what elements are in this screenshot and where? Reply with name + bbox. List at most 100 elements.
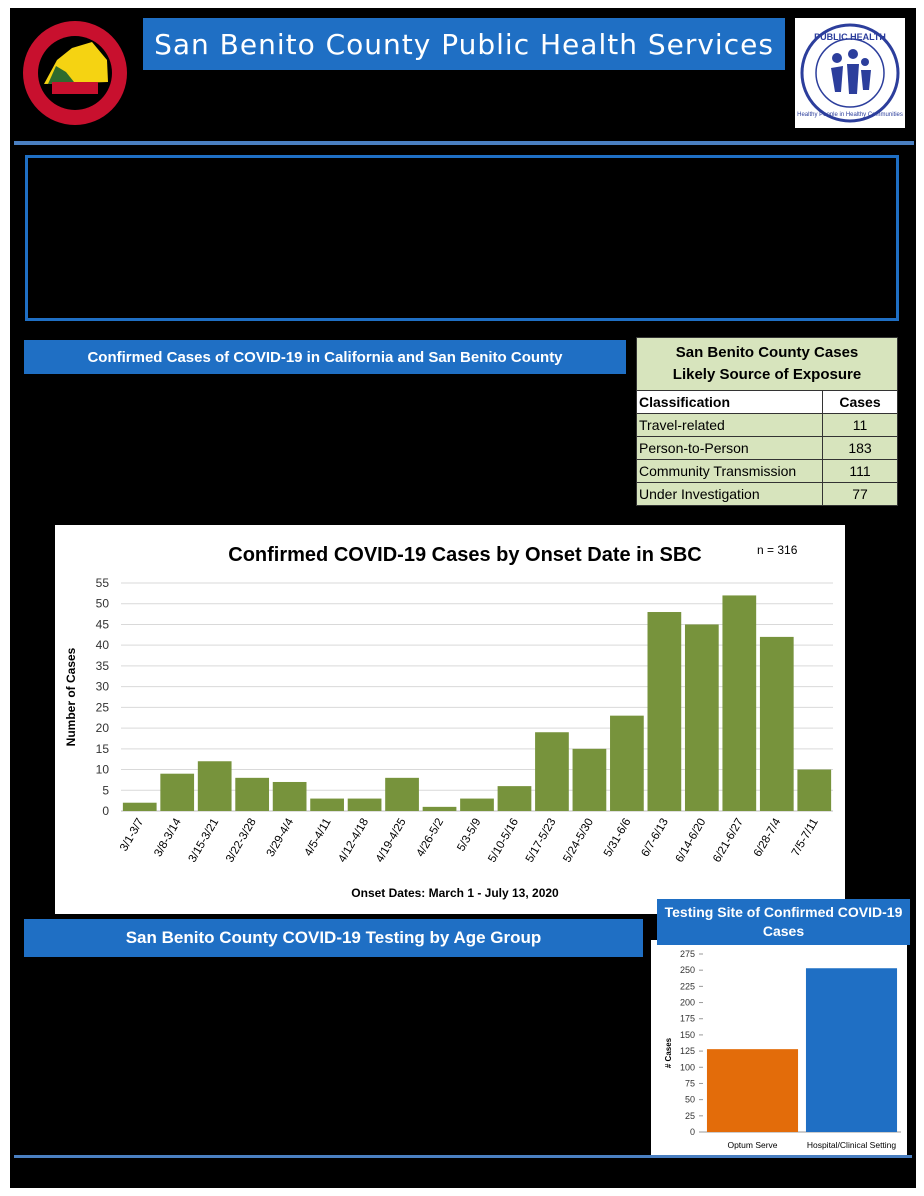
bar	[797, 769, 832, 811]
bar	[684, 624, 719, 811]
chart-annotation: n = 316	[757, 543, 798, 557]
x-tick-label: 5/24-5/30	[561, 817, 596, 865]
table-row: Person-to-Person 183	[636, 436, 898, 460]
y-tick-label: 15	[96, 742, 110, 756]
bar	[160, 773, 195, 811]
y-tick-label: 55	[96, 576, 110, 590]
y-tick-label: 35	[96, 659, 110, 673]
y-tick-label: 100	[680, 1062, 695, 1072]
x-tick-label: Optum Serve	[727, 1140, 777, 1150]
bar	[347, 798, 382, 811]
row-value: 11	[822, 413, 898, 437]
x-tick-label: 3/22-3/28	[224, 817, 259, 865]
bar	[385, 777, 419, 811]
bar	[535, 732, 569, 811]
chart-title: Confirmed COVID-19 Cases by Onset Date i…	[228, 544, 701, 566]
x-tick-label: 5/10-5/16	[486, 817, 521, 865]
bar	[197, 761, 232, 811]
y-tick-label: 25	[685, 1111, 695, 1121]
banner-confirmed-cases: Confirmed Cases of COVID-19 in Californi…	[24, 340, 626, 374]
x-tick-label: 3/1-3/7	[118, 817, 146, 854]
x-tick-label: 4/19-4/25	[374, 817, 409, 865]
x-tick-label: 5/31-6/6	[602, 817, 633, 860]
bar	[647, 612, 682, 811]
x-tick-label: 4/12-4/18	[336, 817, 371, 865]
y-tick-label: 20	[96, 721, 110, 735]
county-seal-logo	[23, 21, 127, 125]
testing-site-chart-title: Testing Site of Confirmed COVID-19 Cases	[657, 899, 910, 945]
bar	[310, 798, 344, 811]
page-title: San Benito County Public Health Services	[143, 18, 785, 70]
x-tick-label: 6/14-6/20	[674, 817, 709, 865]
exposure-table: San Benito County Cases Likely Source of…	[636, 337, 898, 506]
bar	[706, 1049, 799, 1132]
public-health-logo: PUBLIC HEALTH Healthy People in Healthy …	[795, 18, 905, 128]
bar	[122, 802, 157, 811]
x-axis-title: Onset Dates: March 1 - July 13, 2020	[351, 886, 559, 900]
y-tick-label: 125	[680, 1046, 695, 1056]
summary-box	[25, 155, 899, 321]
x-tick-label: 3/29-4/4	[265, 816, 297, 859]
x-tick-label: 3/15-3/21	[187, 817, 222, 865]
onset-chart: Confirmed COVID-19 Cases by Onset Date i…	[64, 543, 833, 900]
bar	[805, 968, 898, 1132]
y-axis-title: # Cases	[664, 1037, 673, 1068]
y-tick-label: 40	[96, 638, 110, 652]
y-tick-label: 250	[680, 965, 695, 975]
bar	[572, 748, 607, 811]
x-tick-label: 6/21-6/27	[711, 817, 746, 865]
banner-testing-age-group: San Benito County COVID-19 Testing by Ag…	[24, 919, 643, 957]
y-tick-label: 5	[102, 783, 109, 797]
x-tick-label: 4/5-4/11	[303, 817, 334, 859]
x-tick-label: 7/5-7/11	[790, 817, 821, 859]
y-tick-label: 25	[96, 700, 110, 714]
y-tick-label: 75	[685, 1078, 695, 1088]
row-label: Person-to-Person	[636, 436, 823, 460]
row-label: Under Investigation	[636, 482, 823, 506]
y-tick-label: 50	[96, 597, 110, 611]
bar	[460, 798, 494, 811]
table-row: Under Investigation 77	[636, 482, 898, 506]
exposure-title-line1: San Benito County Cases	[675, 344, 859, 361]
bar	[235, 777, 270, 811]
exposure-title-line2: Likely Source of Exposure	[672, 366, 862, 383]
x-tick-label: 4/26-5/2	[415, 817, 446, 860]
bar	[610, 715, 644, 811]
table-row: Community Transmission 111	[636, 459, 898, 483]
y-tick-label: 50	[685, 1095, 695, 1105]
y-tick-label: 0	[690, 1127, 695, 1137]
header-divider	[14, 141, 914, 145]
y-tick-label: 0	[102, 804, 109, 818]
footer-divider	[14, 1155, 912, 1158]
bar	[722, 595, 757, 811]
testing-site-chart: 0 25 50 75 100 125 150 175 200 225 250 275 Optum Ser…	[664, 949, 901, 1150]
y-tick-label: 275	[680, 949, 695, 959]
bar	[759, 636, 794, 811]
onset-chart-panel: Confirmed COVID-19 Cases by Onset Date i…	[55, 525, 845, 914]
table-row: Travel-related 11	[636, 413, 898, 437]
col-header-classification: Classification	[636, 390, 823, 414]
x-tick-label: 6/7-6/13	[639, 817, 670, 860]
y-tick-label: 225	[680, 981, 695, 991]
y-tick-label: 200	[680, 998, 695, 1008]
x-tick-label: 5/3-5/9	[455, 817, 483, 854]
y-axis-title: Number of Cases	[64, 647, 78, 746]
col-header-cases: Cases	[822, 390, 898, 414]
x-tick-label: Hospital/Clinical Setting	[807, 1140, 897, 1150]
ph-logo-text-bottom: Healthy People in Healthy Communities	[797, 112, 903, 118]
bar	[422, 806, 457, 811]
ph-logo-text-top: PUBLIC HEALTH	[814, 32, 886, 42]
row-value: 111	[822, 459, 898, 483]
bar	[272, 781, 307, 811]
exposure-table-title: San Benito County Cases Likely Source of…	[636, 337, 898, 391]
row-label: Community Transmission	[636, 459, 823, 483]
x-tick-label: 6/28-7/4	[752, 816, 784, 859]
row-value: 183	[822, 436, 898, 460]
y-tick-label: 10	[96, 763, 110, 777]
row-label: Travel-related	[636, 413, 823, 437]
y-tick-label: 45	[96, 617, 110, 631]
x-tick-label: 3/8-3/14	[152, 816, 184, 859]
y-tick-label: 150	[680, 1030, 695, 1040]
y-tick-label: 175	[680, 1014, 695, 1024]
x-tick-label: 5/17-5/23	[524, 817, 559, 865]
